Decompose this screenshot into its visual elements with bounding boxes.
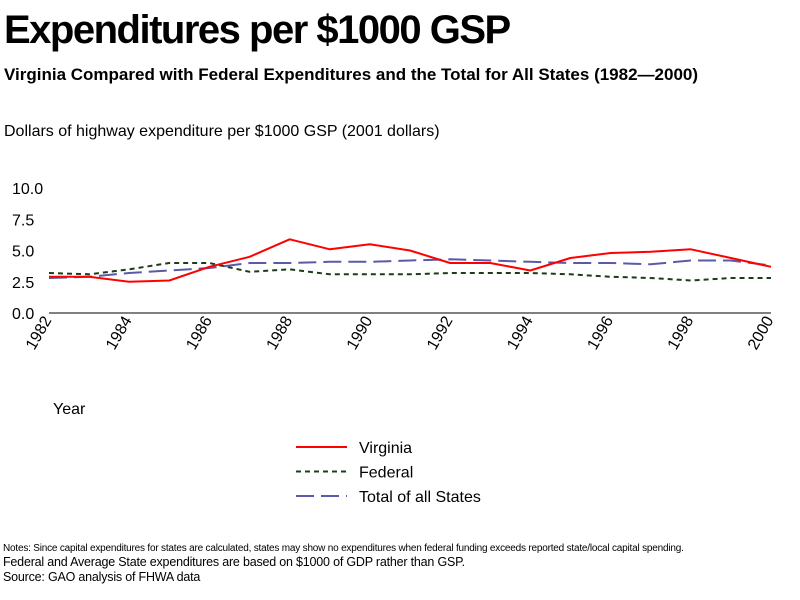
note-line-1: Notes: Since capital expenditures for st…	[3, 543, 684, 554]
x-tick-label: 1992	[424, 313, 457, 352]
x-tick-label: 1990	[344, 313, 377, 352]
x-tick-label: 1996	[585, 313, 618, 352]
series-line-total-of-all-states	[48, 258, 772, 279]
x-tick-label: 1994	[504, 313, 537, 352]
legend-label: Total of all States	[359, 489, 481, 506]
y-tick-label: 5.0	[12, 244, 34, 261]
source-line: Source: GAO analysis of FHWA data	[3, 570, 201, 585]
chart-title: Expenditures per $1000 GSP	[4, 8, 511, 52]
series-line-federal	[48, 262, 771, 282]
y-tick-label: 7.5	[12, 212, 34, 229]
x-axis-label: Year	[53, 401, 86, 418]
legend-label: Virginia	[359, 440, 412, 457]
x-tick-labels: 1982 1984 1986 1988 1990 1992 1994 1996 1998 2000	[23, 313, 778, 352]
y-tick-label: 2.5	[12, 275, 34, 292]
y-tick-labels: 0.0 2.5 5.0 7.5 10.0	[12, 181, 43, 323]
y-axis-caption: Dollars of highway expenditure per $1000…	[4, 123, 440, 140]
note-line-2: Federal and Average State expenditures a…	[3, 555, 465, 570]
x-tick-label: 1986	[183, 313, 216, 352]
series-lines	[48, 238, 772, 283]
x-tick-label: 1998	[665, 313, 698, 352]
legend: Virginia Federal Total of all States	[296, 440, 481, 506]
x-tick-label: 2000	[745, 313, 778, 352]
x-tick-label: 1988	[264, 313, 297, 352]
y-tick-label: 0.0	[12, 306, 34, 323]
notes-block: Notes: Since capital expenditures for st…	[3, 543, 684, 586]
chart-subtitle: Virginia Compared with Federal Expenditu…	[4, 65, 699, 84]
y-tick-label: 10.0	[12, 181, 43, 198]
x-tick-label: 1984	[103, 313, 136, 352]
line-chart: 0.02.55.07.510.0 1982 1984 1986 1988 1990 199…	[12, 181, 778, 506]
series-line-virginia	[49, 238, 772, 283]
legend-label: Federal	[359, 465, 413, 482]
